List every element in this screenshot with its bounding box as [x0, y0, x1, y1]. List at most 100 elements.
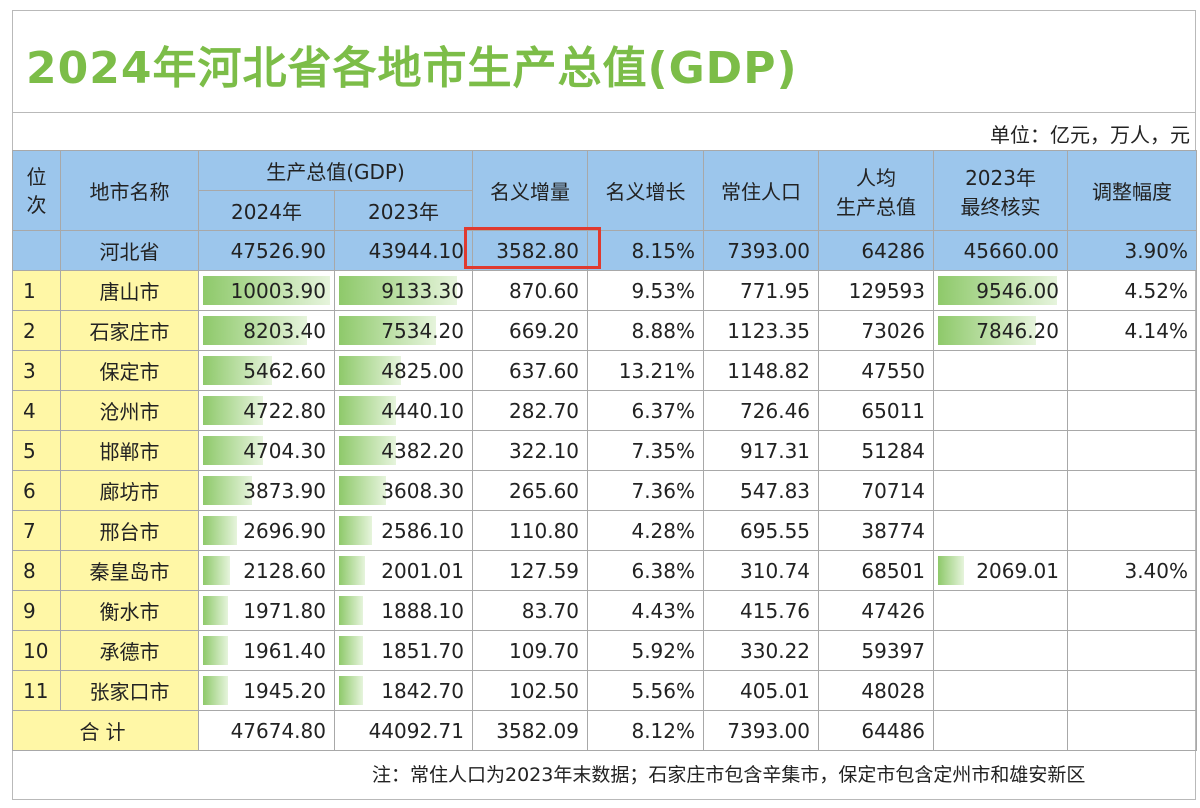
- cell-value: 59397: [861, 638, 926, 663]
- province-increase: 3582.80: [472, 230, 589, 271]
- cell-value: 2696.90: [243, 518, 326, 543]
- cell-population: 547.83: [703, 470, 820, 511]
- cell-name: 沧州市: [60, 390, 199, 431]
- cell-value: 70714: [861, 478, 926, 503]
- table-row: 1 唐山市 10003.90 9133.30 870.60 9.53% 771.95 1295…: [12, 270, 1198, 311]
- cell-population: 415.76: [703, 590, 820, 631]
- cell-value: 1851.70: [381, 638, 465, 663]
- data-bar: [203, 476, 253, 505]
- cell-value: 4.43%: [631, 598, 696, 623]
- cell-adjustment: 4.14%: [1067, 310, 1198, 351]
- cell-value: 张家口市: [89, 680, 170, 704]
- cell-value: 5462.60: [243, 358, 326, 383]
- cell-value: 2069.01: [976, 558, 1060, 583]
- cell-value: 4.28%: [631, 518, 696, 543]
- cell-value: 1971.80: [243, 598, 326, 623]
- cell-value: 7.36%: [631, 478, 696, 503]
- cell-per-capita: 70714: [818, 470, 935, 511]
- cell-rank: 9: [12, 590, 61, 631]
- cell-value: 7.35%: [631, 438, 696, 463]
- cell-value: 石家庄市: [89, 320, 170, 344]
- cell-growth: 5.56%: [587, 670, 705, 711]
- cell-value: 1961.40: [243, 638, 326, 663]
- cell-gdp2024: 1945.20: [198, 670, 335, 711]
- cell-value: 110.80: [509, 518, 580, 543]
- cell-per-capita: 38774: [818, 510, 935, 551]
- cell-adjustment: [1067, 630, 1198, 671]
- cell-per-capita: 47550: [818, 350, 935, 391]
- cell-per-capita: 65011: [818, 390, 935, 431]
- cell-adjustment: 3.40%: [1067, 550, 1198, 591]
- cell-gdp2023: 7534.20: [333, 310, 474, 351]
- cell-gdp2023: 2586.10: [333, 510, 474, 551]
- header-gdp: 生产总值(GDP): [197, 150, 474, 191]
- cell-value: 415.76: [740, 598, 811, 623]
- cell-rank: 11: [12, 670, 61, 711]
- province-gdp2023: 43944.10: [333, 230, 474, 271]
- cell-gdp2023: 4440.10: [333, 390, 474, 431]
- cell-value: 2128.60: [243, 558, 326, 583]
- page-title: 2024年河北省各地市生产总值(GDP): [26, 43, 798, 94]
- cell-value: 8203.40: [243, 318, 326, 343]
- cell-increase: 870.60: [472, 270, 589, 311]
- cell-name: 张家口市: [60, 670, 199, 711]
- total-per-capita: 64486: [818, 710, 935, 751]
- header-nominal-growth: 名义增长: [587, 150, 705, 231]
- cell-final2023: [933, 510, 1069, 551]
- table-row: 4 沧州市 4722.80 4440.10 282.70 6.37% 726.46 65011: [12, 390, 1198, 431]
- cell-per-capita: 59397: [818, 630, 935, 671]
- cell-value: 771.95: [740, 278, 811, 303]
- table-row: 5 邯郸市 4704.30 4382.20 322.10 7.35% 917.31 51284: [12, 430, 1198, 471]
- cell-gdp2023: 3608.30: [333, 470, 474, 511]
- cell-value: 6: [23, 478, 36, 503]
- cell-per-capita: 47426: [818, 590, 935, 631]
- data-bar: [339, 556, 365, 585]
- cell-value: 265.60: [509, 478, 580, 503]
- cell-value: 5.92%: [631, 638, 696, 663]
- cell-gdp2023: 9133.30: [333, 270, 474, 311]
- cell-per-capita: 129593: [818, 270, 935, 311]
- unit-note: 单位：亿元，万人，元: [990, 123, 1190, 147]
- cell-value: 322.10: [509, 438, 580, 463]
- cell-value: 6.38%: [631, 558, 696, 583]
- total-gdp2023: 44092.71: [333, 710, 474, 751]
- cell-adjustment: [1067, 510, 1198, 551]
- cell-value: 承德市: [99, 640, 160, 664]
- cell-value: 47550: [861, 358, 926, 383]
- cell-gdp2024: 2128.60: [198, 550, 335, 591]
- cell-growth: 7.35%: [587, 430, 705, 471]
- total-increase: 3582.09: [472, 710, 589, 751]
- cell-growth: 9.53%: [587, 270, 705, 311]
- cell-value: 1888.10: [381, 598, 465, 623]
- data-bar: [938, 276, 1058, 305]
- cell-per-capita: 68501: [818, 550, 935, 591]
- cell-value: 4722.80: [243, 398, 326, 423]
- cell-value: 1842.70: [381, 678, 465, 703]
- total-population: 7393.00: [703, 710, 820, 751]
- data-bar: [203, 356, 273, 385]
- cell-gdp2023: 1888.10: [333, 590, 474, 631]
- cell-value: 7534.20: [381, 318, 465, 343]
- cell-value: 唐山市: [99, 280, 160, 304]
- cell-growth: 4.28%: [587, 510, 705, 551]
- header-final-line2: 最终核实: [960, 194, 1041, 219]
- header-final-2023: 2023年 最终核实: [933, 150, 1069, 231]
- data-bar: [203, 636, 228, 665]
- cell-growth: 8.88%: [587, 310, 705, 351]
- cell-final2023: [933, 390, 1069, 431]
- cell-value: 4.52%: [1124, 278, 1189, 303]
- cell-per-capita: 51284: [818, 430, 935, 471]
- cell-value: 3: [23, 358, 36, 383]
- data-bar: [339, 476, 386, 505]
- table-row: 8 秦皇岛市 2128.60 2001.01 127.59 6.38% 310.74 6850…: [12, 550, 1198, 591]
- cell-value: 13.21%: [618, 358, 696, 383]
- cell-value: 8: [23, 558, 36, 583]
- cell-value: 5.56%: [631, 678, 696, 703]
- cell-growth: 5.92%: [587, 630, 705, 671]
- province-population: 7393.00: [703, 230, 820, 271]
- cell-value: 邢台市: [99, 520, 160, 544]
- data-bar: [203, 516, 238, 545]
- cell-final2023: [933, 590, 1069, 631]
- cell-value: 4825.00: [381, 358, 465, 383]
- cell-value: 51284: [861, 438, 926, 463]
